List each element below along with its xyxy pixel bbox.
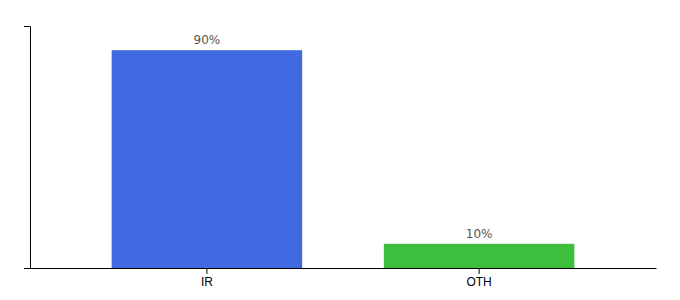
x-tick: OTH bbox=[466, 268, 491, 289]
y-axis-line bbox=[24, 27, 31, 269]
bar bbox=[384, 244, 575, 268]
x-tick-label: IR bbox=[201, 275, 213, 289]
x-axis: IR OTH bbox=[31, 268, 657, 289]
x-axis-line bbox=[31, 268, 657, 269]
x-tick-mark bbox=[479, 268, 480, 274]
x-tick-label: OTH bbox=[466, 275, 491, 289]
x-tick: IR bbox=[201, 268, 213, 289]
y-axis bbox=[24, 27, 31, 269]
x-tick-mark bbox=[206, 268, 207, 274]
chart: IR OTH 90% 10% bbox=[0, 0, 680, 300]
bar bbox=[112, 50, 303, 268]
data-label: 90% bbox=[194, 33, 221, 47]
data-label: 10% bbox=[466, 227, 493, 241]
plot: IR OTH 90% 10% bbox=[24, 27, 657, 289]
bars bbox=[112, 50, 575, 268]
data-labels: 90% 10% bbox=[194, 33, 493, 241]
